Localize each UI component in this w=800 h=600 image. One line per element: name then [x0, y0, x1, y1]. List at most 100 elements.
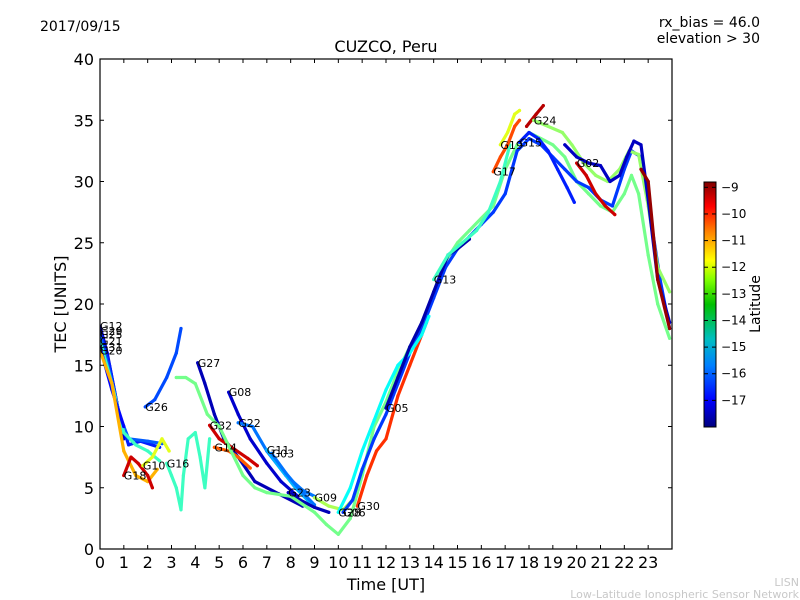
x-tick-label: 22: [614, 553, 634, 572]
data-point: [498, 155, 502, 159]
y-tick-label: 10: [74, 418, 94, 437]
satellite-label: G08: [229, 386, 252, 399]
data-point: [625, 155, 629, 159]
data-point: [341, 510, 345, 514]
satellite-label: G12: [100, 320, 123, 333]
data-point: [384, 437, 388, 441]
x-tick-label: 12: [376, 553, 396, 572]
data-point: [384, 406, 388, 410]
data-point: [324, 522, 328, 527]
data-point: [467, 228, 471, 233]
x-tick-label: 0: [95, 553, 105, 572]
data-point: [565, 186, 569, 190]
data-point: [525, 124, 529, 128]
x-tick-label: 18: [519, 553, 539, 572]
data-point: [384, 388, 388, 392]
data-point: [360, 449, 364, 453]
data-point: [174, 486, 178, 490]
data-point: [541, 104, 545, 108]
data-point: [572, 200, 576, 204]
data-point: [594, 173, 598, 177]
data-point: [384, 412, 388, 416]
data-point: [498, 143, 502, 147]
y-tick-label: 0: [84, 540, 94, 559]
data-point: [265, 491, 269, 495]
satellite-label: G23: [288, 487, 311, 500]
data-point: [396, 363, 400, 367]
data-point: [255, 464, 259, 468]
x-tick-label: 8: [286, 553, 296, 572]
colorbar-tick-label: −11: [721, 234, 746, 248]
data-point: [217, 424, 221, 429]
data-point: [420, 333, 424, 337]
data-point: [594, 192, 598, 196]
data-point: [253, 480, 257, 484]
data-point: [203, 382, 207, 386]
data-point: [668, 290, 672, 294]
data-point: [517, 108, 522, 113]
data-point: [160, 437, 164, 441]
colorbar-tick-label: −10: [721, 207, 746, 221]
data-point: [360, 467, 364, 471]
data-point: [575, 155, 579, 159]
data-point: [546, 149, 550, 153]
x-tick-label: 15: [447, 553, 467, 572]
data-point: [432, 290, 436, 294]
data-point: [270, 451, 274, 455]
data-point: [289, 494, 293, 498]
data-point: [351, 498, 355, 502]
data-point: [374, 449, 379, 453]
data-point: [181, 473, 185, 478]
satellite-label: G16: [167, 457, 190, 470]
footer-network: Low-Latitude Ionospheric Sensor Network: [570, 588, 799, 600]
data-point: [527, 130, 531, 135]
chart-title: CUZCO, Peru: [334, 37, 437, 56]
data-point: [598, 164, 603, 168]
data-point: [355, 504, 359, 508]
series-layer: [100, 104, 672, 536]
data-point: [515, 149, 519, 153]
satellite-label: G06: [343, 506, 366, 519]
data-point: [146, 449, 150, 453]
satellite-label: G18: [124, 470, 147, 483]
y-tick-label: 40: [74, 50, 94, 69]
series-line-g11: [265, 448, 312, 504]
data-point: [563, 167, 567, 171]
satellite-label: G19: [500, 139, 523, 152]
data-point: [286, 491, 290, 495]
data-point: [248, 437, 252, 441]
data-point: [563, 155, 567, 159]
colorbar-ticks: −9 −10 −11 −12 −13 −14 −15 −16 −17: [704, 180, 746, 407]
data-point: [372, 418, 376, 422]
y-tick-label: 35: [74, 111, 94, 130]
data-point: [122, 424, 126, 429]
data-point: [637, 152, 641, 157]
data-point: [513, 124, 517, 128]
data-point: [150, 455, 154, 459]
data-point: [646, 253, 650, 257]
data-point: [298, 488, 302, 492]
data-point: [506, 130, 510, 135]
data-point: [236, 412, 240, 416]
satellite-label: G29: [100, 325, 123, 338]
x-axis: 0 1 2 3 4 5 6 7 8 9 10 11 12 13 14 15 16 17 18 19 20 21 22 23: [95, 59, 658, 572]
data-point: [608, 179, 612, 184]
data-point: [534, 112, 538, 116]
y-tick-label: 25: [74, 234, 94, 253]
data-point: [146, 473, 150, 478]
data-point: [265, 448, 269, 452]
data-point: [165, 375, 169, 380]
data-point: [506, 143, 510, 147]
series-line-g28: [336, 314, 431, 514]
data-point: [613, 213, 617, 217]
x-tick-label: 5: [214, 553, 224, 572]
data-point: [408, 363, 412, 367]
satellite-label: G22: [238, 417, 261, 430]
data-point: [610, 204, 615, 208]
data-point: [236, 421, 240, 425]
data-point: [560, 130, 565, 135]
data-point: [618, 173, 622, 177]
data-point: [427, 314, 431, 318]
